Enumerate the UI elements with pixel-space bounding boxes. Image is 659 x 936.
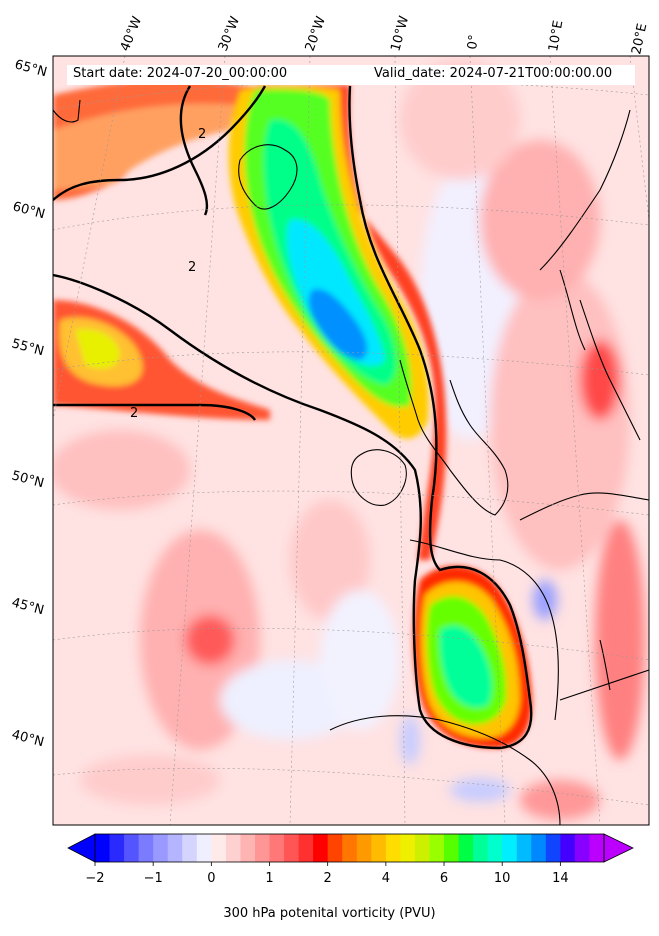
colorbar-swatch [560,834,576,862]
colorbar-swatch [298,834,314,862]
scandinavia-coastline [539,109,641,441]
colorbar-swatch [473,834,489,862]
colorbar-swatch [153,834,169,862]
colorbar-swatch [95,834,111,862]
colorbar-swatch [342,834,358,862]
france-coastline [409,539,559,721]
colorbar-swatch [429,834,445,862]
colorbar-extend-max [603,833,634,863]
lat-label: 40°N [10,727,46,750]
contour-line [53,85,533,750]
contour-label: 2 [198,127,206,142]
colorbar-swatch [444,834,460,862]
colorbar-swatch [284,834,300,862]
colorbar-tick-label: 6 [439,871,449,886]
map-frame [52,55,650,826]
latitude-labels: 65°N 60°N 55°N 50°N 45°N 40°N [10,57,49,750]
contour-label: 2 [130,406,138,421]
lat-label: 55°N [10,336,46,359]
colorbar-tick-label: 2 [323,871,332,886]
colorbar-swatch [414,834,430,862]
pv-field-low-values [53,60,645,820]
contour-line [53,403,257,421]
colorbar-outline [94,833,605,863]
valid-date-label: Valid_date: 2024-07-21T00:00:00.00 [374,66,613,81]
pv-2-contours [53,85,533,750]
colorbar-swatch [589,834,605,862]
lat-label: 50°N [10,468,46,491]
iceland-coastline [238,144,298,210]
lon-label: 40°W [118,14,145,53]
lon-label: 30°W [216,14,243,53]
colorbar-swatch [240,834,256,862]
contour-line [53,85,267,201]
mediterranean-coastline [559,639,649,701]
colorbar-tick-label: 14 [552,871,569,886]
colorbar-tick-label: −2 [85,871,105,886]
longitude-labels: 40°W 30°W 20°W 10°W 0° 10°E 20°E [118,14,651,55]
colorbar-swatch [502,834,518,862]
pv-streamer-northwest [53,78,270,420]
colorbar-swatch [225,834,241,862]
colorbar-swatch [574,834,590,862]
lon-label: 20°W [303,14,329,53]
iberia-coastline [329,715,561,825]
north-sea-coastline [519,492,649,521]
colorbar-swatch [138,834,154,862]
header-box [67,65,635,85]
lon-label: 10°W [388,14,412,53]
colorbar-swatch [487,834,503,862]
pv-trough-streamer [228,85,447,560]
lon-label: 20°E [629,22,650,56]
colorbar-swatch [371,834,387,862]
colorbar-swatch [196,834,212,862]
map-gridlines [53,56,649,825]
colorbar-swatch [269,834,285,862]
colorbar-swatch [167,834,183,862]
contour-label: 2 [188,260,196,275]
colorbar-swatch [458,834,474,862]
coastlines [53,99,649,825]
greenland-coastline [53,99,81,123]
colorbar-tick-label: 4 [381,871,390,886]
colorbar-swatch [516,834,532,862]
colorbar-tick-label: 10 [493,871,511,886]
lon-label: 0° [465,34,482,51]
colorbar [67,833,634,866]
ireland-coastline [350,449,407,506]
colorbar-swatch [531,834,547,862]
britain-coastline [399,359,509,516]
colorbar-swatch [400,834,416,862]
colorbar-swatch [356,834,372,862]
colorbar-title: 300 hPa potenital vorticity (PVU) [223,906,436,921]
lat-label: 65°N [13,57,49,80]
contour-line [179,85,209,216]
colorbar-swatch [545,834,561,862]
lat-label: 60°N [11,199,47,222]
colorbar-swatch [211,834,227,862]
lat-label: 45°N [10,595,46,618]
colorbar-swatch [327,834,343,862]
lon-label: 10°E [546,19,566,52]
colorbar-tick-label: 0 [207,871,216,886]
colorbar-swatch [313,834,329,862]
colorbar-tick-label: 1 [265,871,274,886]
colorbar-swatch [254,834,271,862]
colorbar-swatch [109,834,125,862]
colorbar-swatch [182,834,198,862]
start-date-label: Start date: 2024-07-20_00:00:00 [73,66,288,81]
colorbar-tick-label: −1 [143,871,163,886]
colorbar-extend-min [67,833,96,863]
map-panel: 2 2 2 [53,56,649,825]
colorbar-swatch [385,834,401,862]
colorbar-swatch [124,834,140,862]
pv-cutoff-low-iberia [413,566,532,748]
